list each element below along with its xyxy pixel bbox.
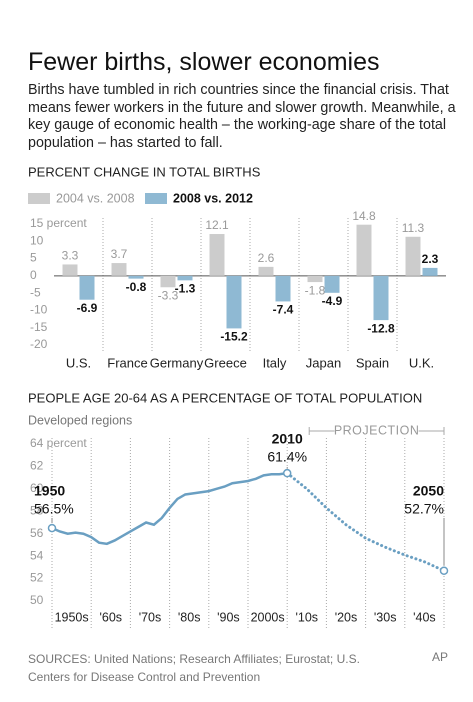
value-label: -1.8 — [305, 283, 326, 297]
annotation-value: 61.4% — [267, 449, 307, 465]
bar — [275, 275, 291, 302]
value-label: 3.7 — [111, 247, 128, 261]
x-tick-label: '60s — [100, 610, 123, 624]
y-tick-label: 50 — [30, 593, 44, 607]
bar — [258, 266, 274, 276]
x-tick-label: '20s — [335, 610, 358, 624]
x-tick-label: '70s — [139, 610, 162, 624]
legend-swatch — [145, 193, 167, 204]
x-tick-label: '40s — [413, 610, 436, 624]
value-label: -12.8 — [367, 321, 395, 335]
y-tick-label: 62 — [30, 459, 44, 473]
bar — [226, 275, 242, 329]
value-label: -0.8 — [126, 280, 147, 294]
annotation-year: 2050 — [413, 483, 444, 499]
y-tick-label: 54 — [30, 548, 44, 562]
bar — [356, 224, 372, 276]
point — [47, 523, 57, 533]
x-tick-label: U.S. — [66, 355, 91, 370]
value-label: -1.3 — [175, 282, 196, 296]
y-tick-label: -10 — [30, 303, 48, 317]
y-tick-label: -20 — [30, 337, 48, 351]
bar — [307, 275, 323, 283]
bar — [324, 275, 340, 293]
chart-title: PEOPLE AGE 20-64 AS A PERCENTAGE OF TOTA… — [28, 390, 422, 405]
y-tick-label: 64 percent — [30, 436, 87, 450]
x-tick-label: '90s — [217, 610, 240, 624]
annotation-year: 1950 — [34, 483, 65, 499]
credit: AP — [432, 650, 449, 664]
value-label: 3.3 — [62, 249, 79, 263]
sources: SOURCES: United Nations; Research Affili… — [28, 652, 360, 684]
value-label: -15.2 — [220, 330, 248, 344]
legend-label: 2008 vs. 2012 — [173, 191, 253, 205]
bar — [79, 275, 95, 300]
value-label: 14.8 — [352, 209, 376, 223]
value-label: 11.3 — [402, 221, 425, 235]
title: Fewer births, slower economies — [28, 48, 380, 76]
projection-label: PROJECTION — [334, 423, 420, 437]
value-label: -7.4 — [273, 303, 294, 317]
bar — [209, 234, 225, 276]
x-tick-label: 1950s — [55, 610, 89, 624]
value-label: -4.9 — [322, 294, 343, 308]
value-label: -6.9 — [77, 301, 98, 315]
x-tick-label: Greece — [204, 355, 247, 370]
x-tick-label: U.K. — [409, 355, 434, 370]
y-tick-label: 5 — [30, 251, 37, 265]
y-tick-label: -5 — [30, 285, 41, 299]
bar — [160, 275, 176, 288]
bar — [128, 275, 144, 279]
chart-title: PERCENT CHANGE IN TOTAL BIRTHS — [28, 164, 261, 179]
x-tick-label: France — [107, 355, 147, 370]
x-tick-label: Germany — [150, 355, 204, 370]
x-tick-label: Spain — [356, 355, 389, 370]
y-tick-label: -15 — [30, 320, 48, 334]
bar — [62, 264, 78, 276]
x-tick-label: 2000s — [251, 610, 285, 624]
point — [282, 468, 292, 478]
annotation-value: 52.7% — [404, 501, 444, 517]
x-tick-label: Japan — [306, 355, 341, 370]
annotation-value: 56.5% — [34, 501, 74, 517]
y-tick-label: 60 — [30, 481, 44, 495]
y-tick-label: 10 — [30, 233, 44, 247]
bar — [405, 236, 421, 276]
y-tick-label: 58 — [30, 503, 44, 517]
line — [285, 471, 446, 573]
value-label: 2.3 — [422, 252, 439, 266]
y-tick-label: 15 percent — [30, 216, 87, 230]
point — [439, 566, 449, 575]
annotation-year: 2010 — [272, 431, 303, 447]
x-tick-label: '30s — [374, 610, 397, 624]
bar — [422, 267, 438, 276]
y-tick-label: 52 — [30, 571, 44, 585]
bar — [177, 275, 193, 281]
y-tick-label: 56 — [30, 526, 44, 540]
x-tick-label: '80s — [178, 610, 201, 624]
legend-swatch — [28, 193, 50, 204]
bar — [111, 263, 127, 276]
bar — [373, 275, 389, 321]
y-tick-label: 0 — [30, 268, 37, 282]
x-tick-label: Italy — [263, 355, 287, 370]
value-label: 12.1 — [205, 218, 229, 232]
x-tick-label: '10s — [296, 610, 319, 624]
legend-label: 2004 vs. 2008 — [56, 191, 135, 205]
subtitle: Births have tumbled in rich countries si… — [28, 82, 456, 151]
value-label: 2.6 — [258, 251, 275, 265]
line — [50, 471, 289, 546]
chart-subtitle: Developed regions — [28, 413, 132, 427]
value-label: -3.3 — [158, 288, 179, 302]
